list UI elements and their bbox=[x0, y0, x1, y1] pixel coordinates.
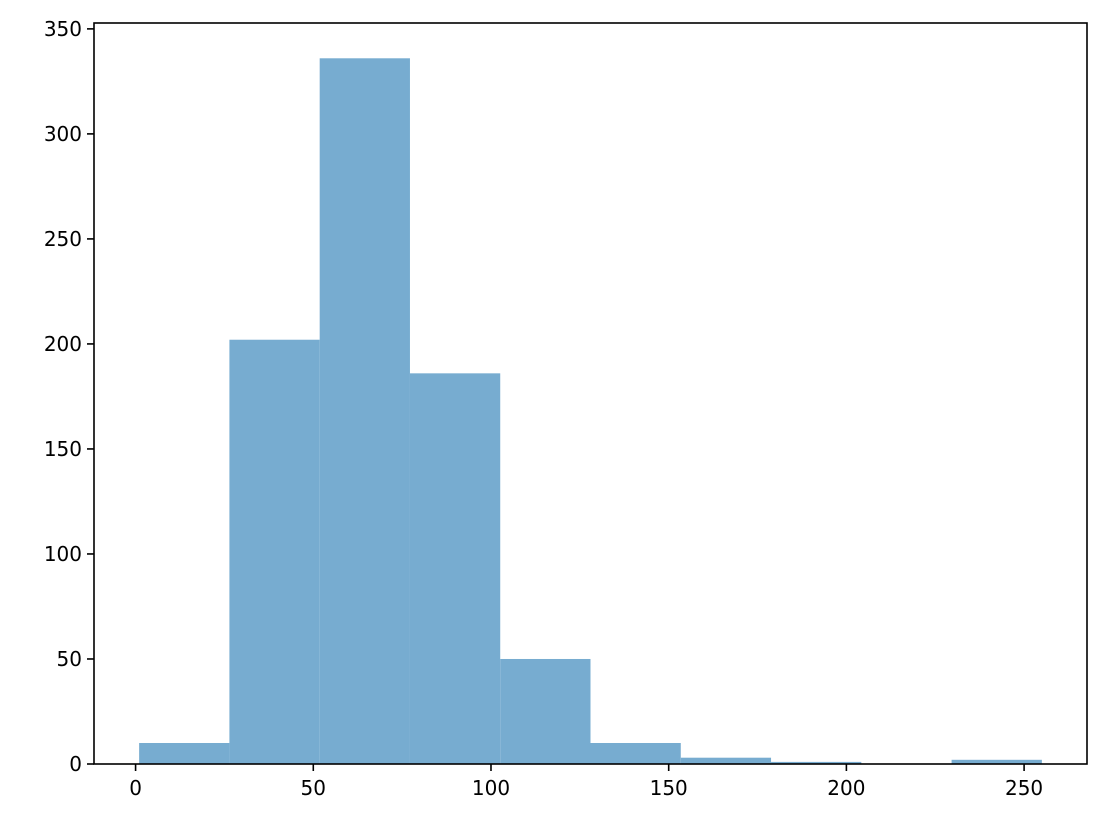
histogram-bar-7 bbox=[771, 761, 862, 764]
x-tick-label: 250 bbox=[1005, 776, 1043, 800]
histogram-bar-1 bbox=[229, 339, 320, 764]
histogram-bars bbox=[139, 58, 1042, 765]
x-tick-label: 100 bbox=[472, 776, 510, 800]
histogram-bar-3 bbox=[409, 373, 501, 764]
histogram-bar-9 bbox=[951, 759, 1042, 764]
y-tick-label: 150 bbox=[44, 437, 82, 461]
histogram-bar-0 bbox=[139, 742, 230, 764]
x-tick-label: 150 bbox=[650, 776, 688, 800]
y-tick-label: 100 bbox=[44, 542, 82, 566]
y-tick-label: 200 bbox=[44, 332, 82, 356]
axes-frame bbox=[93, 22, 1088, 765]
y-axis-ticks: 0 50 100 150 200 250 300 350 bbox=[44, 17, 94, 776]
y-tick-label: 350 bbox=[44, 17, 82, 41]
x-axis-ticks: 0 50 100 150 200 250 bbox=[129, 764, 1043, 800]
histogram-bar-2 bbox=[319, 58, 410, 765]
histogram-bar-4 bbox=[500, 658, 591, 764]
x-tick-label: 0 bbox=[129, 776, 142, 800]
y-tick-label: 300 bbox=[44, 122, 82, 146]
histogram-bar-5 bbox=[590, 742, 681, 764]
y-tick-label: 0 bbox=[69, 752, 82, 776]
histogram-bar-6 bbox=[680, 757, 772, 764]
x-tick-label: 50 bbox=[301, 776, 326, 800]
y-tick-label: 250 bbox=[44, 227, 82, 251]
x-tick-label: 200 bbox=[827, 776, 865, 800]
y-tick-label: 50 bbox=[57, 647, 82, 671]
